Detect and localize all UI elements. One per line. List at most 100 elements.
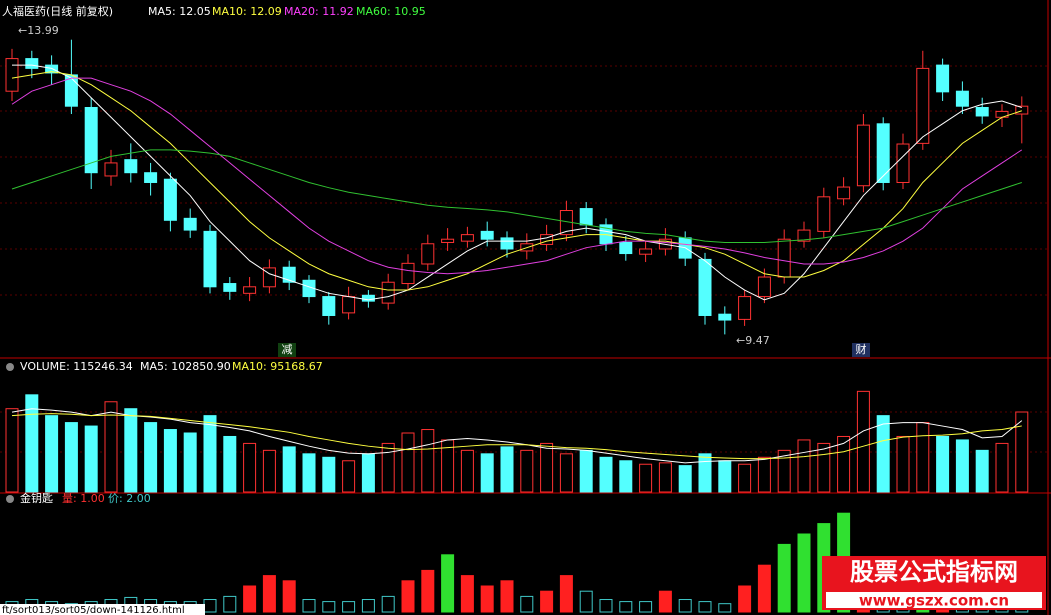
- candle-body: [381, 281, 395, 304]
- indicator-bar: [302, 599, 316, 613]
- volume-bar: [916, 422, 930, 493]
- volume-bar: [559, 453, 573, 493]
- volume-bar: [797, 439, 811, 493]
- volume-bar: [1015, 411, 1029, 493]
- candle-body: [896, 143, 910, 183]
- volume-bar: [401, 432, 415, 493]
- volume-bar: [599, 456, 613, 493]
- candle-body: [639, 248, 653, 255]
- candle-body: [243, 286, 257, 294]
- candle-body: [856, 124, 870, 187]
- legend-entry: 价: 2.00: [108, 492, 151, 505]
- candle-body: [5, 58, 19, 92]
- indicator-bar: [540, 590, 554, 613]
- candle-body: [500, 237, 514, 250]
- indicator-bar: [460, 575, 474, 613]
- candle-body: [441, 238, 455, 243]
- annotation: ←13.99: [18, 24, 59, 37]
- volume-bar: [381, 442, 395, 493]
- legend-entry: 量: 1.00: [62, 492, 105, 505]
- candle-body: [975, 107, 989, 117]
- volume-bar: [995, 442, 1009, 493]
- candle-body: [361, 294, 375, 302]
- legend-entry: MA5: 102850.90: [140, 360, 231, 373]
- legend-entry: MA5: 12.05: [148, 5, 211, 18]
- volume-bar: [5, 408, 19, 493]
- marker: 减: [282, 343, 293, 356]
- ma-line: [11, 71, 1022, 291]
- marker: 财: [856, 342, 867, 356]
- volume-bar: [817, 442, 831, 493]
- indicator-bar: [777, 543, 791, 613]
- candle-body: [619, 241, 633, 255]
- candle-body: [579, 208, 593, 226]
- indicator-bar: [599, 599, 613, 613]
- indicator-bar: [619, 601, 633, 613]
- indicator-bar: [579, 590, 593, 613]
- indicator-bar: [797, 533, 811, 613]
- volume-bar: [936, 435, 950, 493]
- volume-bar: [540, 442, 554, 493]
- status-url: ft/sort013/sort05/down-141126.html: [2, 605, 185, 615]
- volume-bar: [738, 463, 752, 493]
- indicator-bar: [342, 601, 356, 613]
- indicator-bar: [322, 601, 336, 613]
- candle-body: [104, 162, 118, 177]
- plot-layer: ←13.99 ←9.47 减 财: [5, 24, 1029, 613]
- candle-body: [401, 262, 415, 285]
- indicator-bar: [361, 599, 375, 613]
- candle-body: [183, 217, 197, 231]
- indicator-bar: [381, 595, 395, 613]
- volume-bar: [777, 449, 791, 493]
- volume-bar: [896, 435, 910, 493]
- candle-body: [936, 64, 950, 93]
- candle-body: [718, 313, 732, 321]
- marker-box: [278, 343, 296, 357]
- candle-body: [480, 230, 494, 240]
- volume-bar: [658, 462, 672, 493]
- ma-line: [11, 149, 1022, 243]
- indicator-bar: [757, 564, 771, 613]
- indicator-bar: [421, 569, 435, 613]
- candle-body: [262, 267, 276, 288]
- volume-bar: [64, 422, 78, 493]
- indicator-bar: [262, 575, 276, 613]
- legend-entry: 金钥匙: [20, 491, 53, 505]
- volume-bar: [837, 435, 851, 493]
- indicator-bar: [223, 595, 237, 613]
- candle-body: [421, 243, 435, 265]
- ma-line: [11, 408, 1023, 464]
- indicator-bar: [401, 580, 415, 613]
- volume-bar: [144, 422, 158, 493]
- candle-body: [540, 234, 554, 245]
- candle-body: [45, 64, 59, 74]
- volume-bar: [421, 429, 435, 493]
- candle-body: [223, 283, 237, 292]
- candle-body: [342, 296, 356, 314]
- indicator-bar: [718, 603, 732, 613]
- legend-entry: MA10: 12.09: [212, 5, 282, 18]
- volume-bar: [757, 456, 771, 493]
- volume-bar: [955, 439, 969, 493]
- chart-title: 人福医药(日线 前复权): [2, 4, 113, 18]
- candle-body: [322, 296, 336, 316]
- indicator-bar: [203, 599, 217, 613]
- indicator-bar: [658, 590, 672, 613]
- indicator-bar: [520, 595, 534, 613]
- legend-entry: MA60: 10.95: [356, 5, 426, 18]
- candle-body: [203, 230, 217, 288]
- candle-body: [124, 159, 138, 174]
- volume-bar: [361, 453, 375, 493]
- indicator-bar: [480, 585, 494, 613]
- watermark-strip: [826, 592, 1042, 608]
- indicator-bar: [500, 580, 514, 613]
- watermark-url: www.gszx.com.cn: [859, 592, 1009, 610]
- volume-bar: [480, 453, 494, 493]
- volume-bar: [579, 449, 593, 493]
- panel-icon: [6, 363, 14, 371]
- volume-bar: [342, 460, 356, 493]
- volume-bar: [856, 390, 870, 493]
- volume-bar: [163, 429, 177, 493]
- volume-bar: [500, 446, 514, 493]
